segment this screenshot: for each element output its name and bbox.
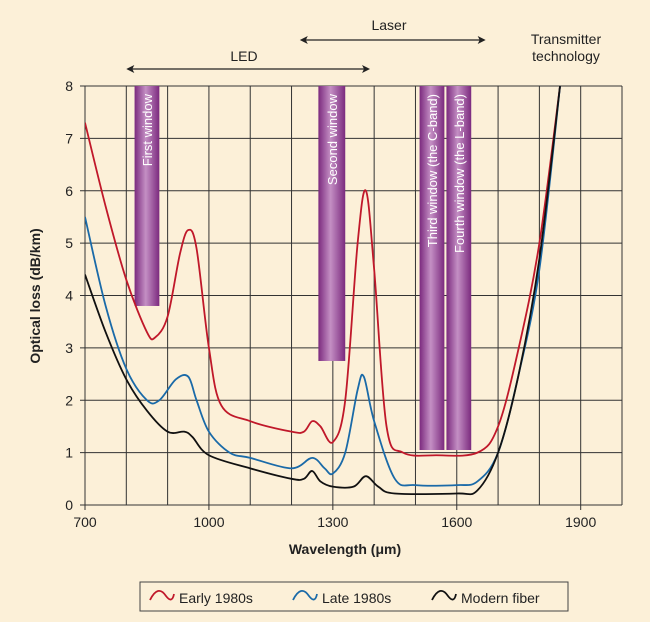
laser-arrow-head-left <box>299 36 308 44</box>
spectral-window-bar <box>134 86 160 306</box>
legend-label: Early 1980s <box>179 590 253 606</box>
led-label: LED <box>230 48 257 64</box>
series-line-modern-fiber <box>85 86 561 496</box>
legend: Early 1980s Late 1980s Modern fiber <box>139 581 569 612</box>
legend-swatch <box>149 590 175 601</box>
x-tick-label: 1900 <box>565 514 596 530</box>
y-tick-label: 4 <box>65 288 73 304</box>
y-tick-label: 0 <box>65 497 73 513</box>
led-arrow-head-left <box>126 65 135 73</box>
y-tick-label: 2 <box>65 392 73 408</box>
x-tick-label: 700 <box>73 514 97 530</box>
y-axis-label: Optical loss (dB/km) <box>27 228 43 363</box>
x-tick-label: 1000 <box>193 514 224 530</box>
series-line-early-1980s <box>85 86 561 457</box>
x-tick-label: 1300 <box>317 514 348 530</box>
spectral-window-label: Fourth window (the L-band) <box>452 94 467 253</box>
laser-label: Laser <box>371 17 406 33</box>
spectral-window-bar <box>419 86 445 451</box>
y-tick-label: 6 <box>65 183 73 199</box>
led-arrow-head-right <box>362 65 371 73</box>
legend-label: Modern fiber <box>461 590 540 606</box>
spectral-window-bar <box>446 86 472 451</box>
transmitter-label-1: Transmitter <box>531 31 602 47</box>
spectral-window-label: Third window (the C-band) <box>425 94 440 247</box>
y-tick-label: 5 <box>65 235 73 251</box>
x-axis-label: Wavelength (μm) <box>289 541 401 557</box>
spectral-window-label: Second window <box>325 93 340 185</box>
series-line-late-1980s <box>85 86 561 487</box>
legend-label: Late 1980s <box>322 590 391 606</box>
x-tick-label: 1600 <box>441 514 472 530</box>
y-tick-label: 1 <box>65 445 73 461</box>
legend-swatch <box>431 590 457 601</box>
y-tick-label: 7 <box>65 130 73 146</box>
y-tick-label: 8 <box>65 78 73 94</box>
spectral-window-label: First window <box>140 93 155 166</box>
y-tick-label: 3 <box>65 340 73 356</box>
spectral-window-bar <box>318 86 346 361</box>
laser-arrow-head-right <box>477 36 486 44</box>
transmitter-label-2: technology <box>532 48 600 64</box>
legend-swatch <box>292 590 318 601</box>
